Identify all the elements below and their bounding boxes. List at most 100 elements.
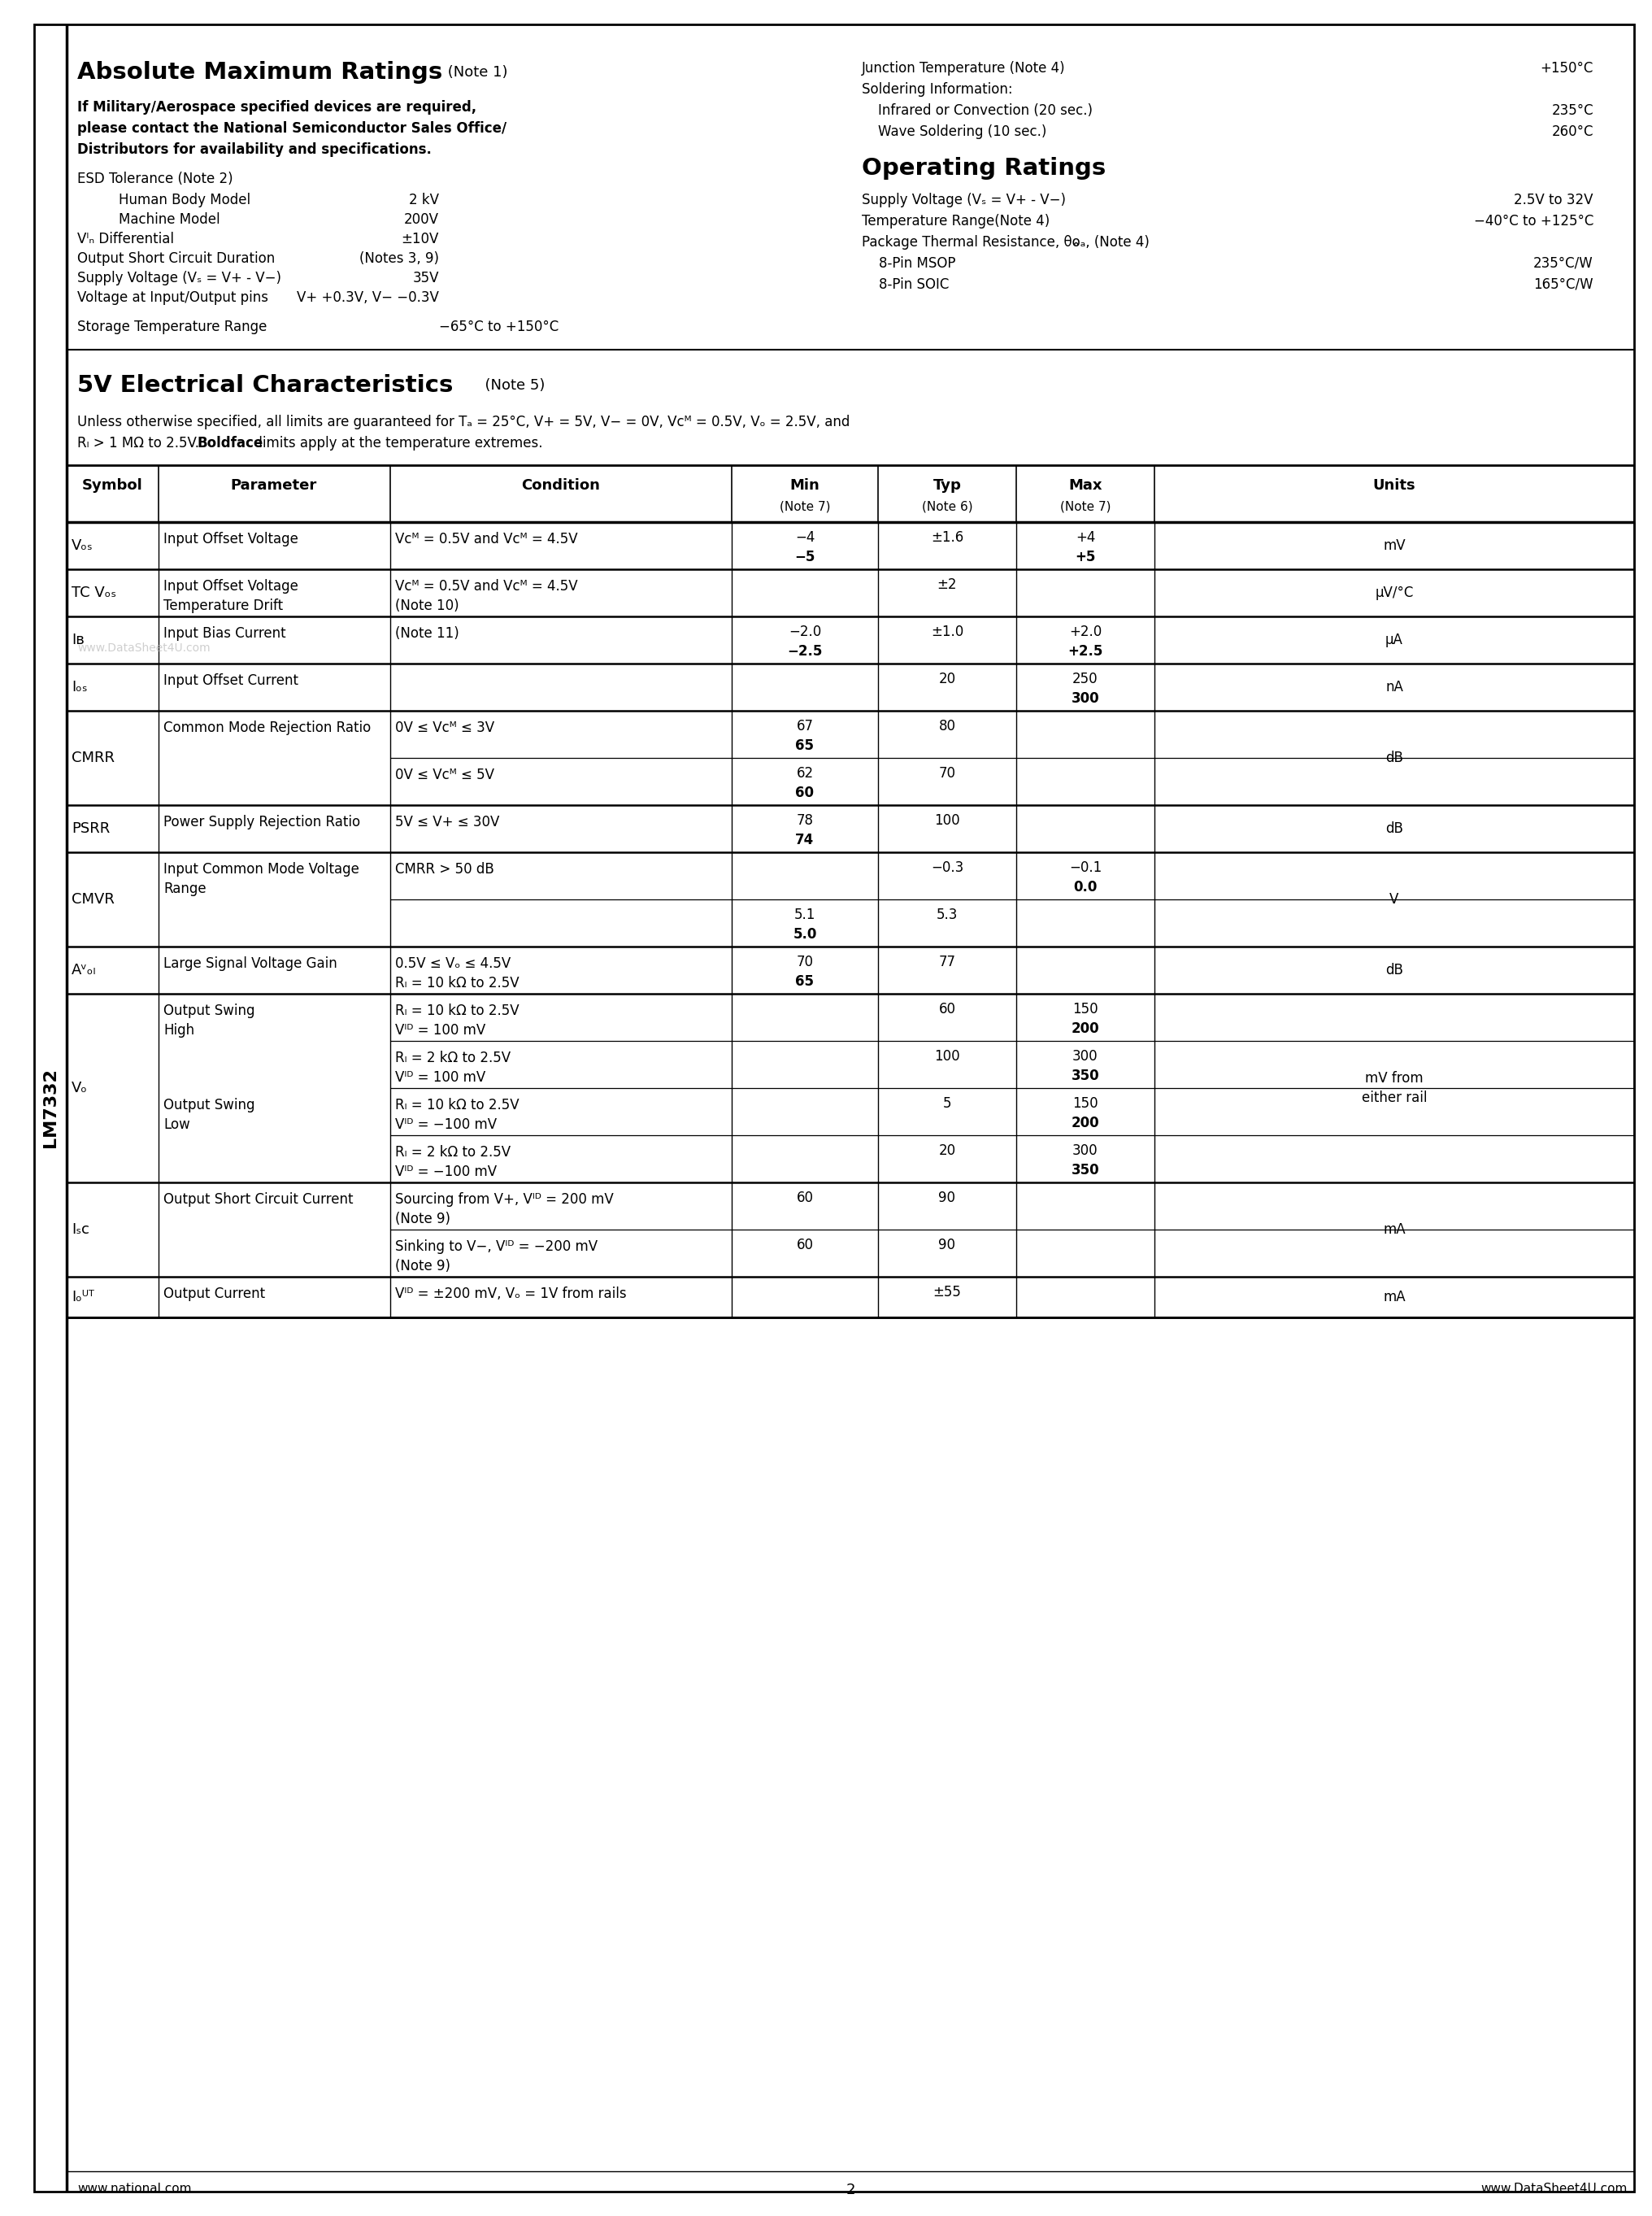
Text: Large Signal Voltage Gain: Large Signal Voltage Gain bbox=[164, 957, 337, 971]
Text: V+ +0.3V, V− −0.3V: V+ +0.3V, V− −0.3V bbox=[297, 290, 439, 306]
Text: limits apply at the temperature extremes.: limits apply at the temperature extremes… bbox=[254, 437, 542, 450]
Text: 8-Pin SOIC: 8-Pin SOIC bbox=[861, 277, 948, 293]
Text: (Note 5): (Note 5) bbox=[476, 379, 545, 392]
Text: 70: 70 bbox=[938, 767, 955, 780]
Text: CMRR > 50 dB: CMRR > 50 dB bbox=[395, 862, 494, 878]
Text: www.national.com: www.national.com bbox=[78, 2183, 192, 2194]
Text: Sourcing from V+, Vᴵᴰ = 200 mV: Sourcing from V+, Vᴵᴰ = 200 mV bbox=[395, 1192, 613, 1208]
Text: 60: 60 bbox=[938, 1002, 955, 1017]
Text: either rail: either rail bbox=[1361, 1090, 1426, 1106]
Text: PSRR: PSRR bbox=[71, 822, 111, 835]
Text: Operating Ratings: Operating Ratings bbox=[861, 157, 1105, 179]
Text: Vᴄᴹ = 0.5V and Vᴄᴹ = 4.5V: Vᴄᴹ = 0.5V and Vᴄᴹ = 4.5V bbox=[395, 532, 578, 547]
Text: If Military/Aerospace specified devices are required,: If Military/Aerospace specified devices … bbox=[78, 100, 476, 115]
Text: Vᴵᴰ = −100 mV: Vᴵᴰ = −100 mV bbox=[395, 1166, 497, 1179]
Text: 5V Electrical Characteristics: 5V Electrical Characteristics bbox=[78, 375, 453, 397]
Text: Human Body Model: Human Body Model bbox=[101, 193, 251, 208]
Text: Aᵛₒₗ: Aᵛₒₗ bbox=[71, 962, 96, 977]
Text: 165°C/W: 165°C/W bbox=[1533, 277, 1593, 293]
Text: please contact the National Semiconductor Sales Office/: please contact the National Semiconducto… bbox=[78, 122, 507, 135]
Text: +150°C: +150°C bbox=[1540, 62, 1593, 75]
Text: Power Supply Rejection Ratio: Power Supply Rejection Ratio bbox=[164, 815, 360, 829]
Text: Rₗ = 2 kΩ to 2.5V: Rₗ = 2 kΩ to 2.5V bbox=[395, 1146, 510, 1159]
Text: (Note 7): (Note 7) bbox=[780, 501, 829, 514]
Text: Output Swing: Output Swing bbox=[164, 1097, 254, 1112]
Text: Vₒ: Vₒ bbox=[71, 1081, 88, 1095]
Text: Vᴄᴹ = 0.5V and Vᴄᴹ = 4.5V: Vᴄᴹ = 0.5V and Vᴄᴹ = 4.5V bbox=[395, 578, 578, 594]
Text: mA: mA bbox=[1383, 1223, 1404, 1237]
Text: 2 kV: 2 kV bbox=[408, 193, 439, 208]
Text: (Note 9): (Note 9) bbox=[395, 1212, 451, 1225]
Text: Rₗ > 1 MΩ to 2.5V.: Rₗ > 1 MΩ to 2.5V. bbox=[78, 437, 203, 450]
Text: Output Short Circuit Current: Output Short Circuit Current bbox=[164, 1192, 354, 1208]
Text: www.DataSheet4U.com: www.DataSheet4U.com bbox=[78, 643, 210, 654]
Text: Parameter: Parameter bbox=[231, 479, 317, 492]
Text: Input Bias Current: Input Bias Current bbox=[164, 627, 286, 640]
Text: 0.0: 0.0 bbox=[1072, 880, 1097, 895]
Text: Units: Units bbox=[1373, 479, 1416, 492]
Text: Output Current: Output Current bbox=[164, 1287, 264, 1301]
Text: (Note 10): (Note 10) bbox=[395, 598, 459, 614]
Text: 300: 300 bbox=[1072, 1143, 1097, 1159]
Text: Voltage at Input/Output pins: Voltage at Input/Output pins bbox=[78, 290, 268, 306]
Text: 350: 350 bbox=[1070, 1068, 1099, 1084]
Text: (Note 6): (Note 6) bbox=[922, 501, 971, 514]
Text: 100: 100 bbox=[933, 1048, 960, 1064]
Text: 35V: 35V bbox=[413, 270, 439, 286]
Text: mV from: mV from bbox=[1365, 1070, 1422, 1086]
Text: Vᴵᴰ = −100 mV: Vᴵᴰ = −100 mV bbox=[395, 1117, 497, 1132]
Text: (Note 11): (Note 11) bbox=[395, 627, 459, 640]
Text: 260°C: 260°C bbox=[1551, 124, 1593, 140]
Text: 5.3: 5.3 bbox=[937, 909, 958, 922]
Text: 5.0: 5.0 bbox=[793, 926, 816, 942]
Text: Vᴵᴰ = ±200 mV, Vₒ = 1V from rails: Vᴵᴰ = ±200 mV, Vₒ = 1V from rails bbox=[395, 1287, 626, 1301]
Text: Absolute Maximum Ratings: Absolute Maximum Ratings bbox=[78, 62, 443, 84]
Text: Iₛᴄ: Iₛᴄ bbox=[71, 1223, 89, 1237]
Text: ESD Tolerance (Note 2): ESD Tolerance (Note 2) bbox=[78, 171, 233, 186]
Text: 350: 350 bbox=[1070, 1163, 1099, 1177]
Text: 200: 200 bbox=[1070, 1022, 1099, 1037]
Text: Common Mode Rejection Ratio: Common Mode Rejection Ratio bbox=[164, 720, 370, 736]
Text: Rₗ = 10 kΩ to 2.5V: Rₗ = 10 kΩ to 2.5V bbox=[395, 1004, 519, 1017]
Text: Input Common Mode Voltage: Input Common Mode Voltage bbox=[164, 862, 358, 878]
Text: LM7332: LM7332 bbox=[43, 1068, 58, 1148]
Text: ±1.6: ±1.6 bbox=[930, 530, 963, 545]
Text: Package Thermal Resistance, θⱺₐ, (Note 4): Package Thermal Resistance, θⱺₐ, (Note 4… bbox=[861, 235, 1148, 250]
Text: Vᴵₙ Differential: Vᴵₙ Differential bbox=[78, 233, 173, 246]
Text: nA: nA bbox=[1384, 680, 1403, 694]
Text: Storage Temperature Range: Storage Temperature Range bbox=[78, 319, 268, 335]
Text: ±1.0: ±1.0 bbox=[930, 625, 963, 638]
Text: dB: dB bbox=[1384, 751, 1403, 765]
Text: Vᴵᴰ = 100 mV: Vᴵᴰ = 100 mV bbox=[395, 1024, 486, 1037]
Text: High: High bbox=[164, 1024, 195, 1037]
Text: 0V ≤ Vᴄᴹ ≤ 5V: 0V ≤ Vᴄᴹ ≤ 5V bbox=[395, 767, 494, 782]
Text: ±10V: ±10V bbox=[401, 233, 439, 246]
Text: Output Swing: Output Swing bbox=[164, 1004, 254, 1017]
Text: (Notes 3, 9): (Notes 3, 9) bbox=[358, 250, 439, 266]
Text: μA: μA bbox=[1384, 634, 1403, 647]
Text: Wave Soldering (10 sec.): Wave Soldering (10 sec.) bbox=[877, 124, 1046, 140]
Text: −2.5: −2.5 bbox=[786, 645, 823, 658]
Text: −2.0: −2.0 bbox=[788, 625, 821, 638]
Text: Max: Max bbox=[1067, 479, 1102, 492]
Text: +5: +5 bbox=[1074, 550, 1095, 565]
Text: 2.5V to 32V: 2.5V to 32V bbox=[1513, 193, 1593, 208]
Text: Rₗ = 10 kΩ to 2.5V: Rₗ = 10 kΩ to 2.5V bbox=[395, 1097, 519, 1112]
Text: 78: 78 bbox=[796, 813, 813, 829]
Text: Min: Min bbox=[790, 479, 819, 492]
Text: Unless otherwise specified, all limits are guaranteed for Tₐ = 25°C, V+ = 5V, V−: Unless otherwise specified, all limits a… bbox=[78, 414, 849, 430]
Text: Condition: Condition bbox=[522, 479, 600, 492]
Text: 60: 60 bbox=[796, 1190, 813, 1206]
Text: +2.0: +2.0 bbox=[1069, 625, 1102, 638]
Text: 150: 150 bbox=[1072, 1097, 1097, 1110]
Text: Output Short Circuit Duration: Output Short Circuit Duration bbox=[78, 250, 274, 266]
Text: Boldface: Boldface bbox=[198, 437, 263, 450]
Text: Vᴵᴰ = 100 mV: Vᴵᴰ = 100 mV bbox=[395, 1070, 486, 1086]
Text: V: V bbox=[1389, 893, 1398, 906]
Text: 300: 300 bbox=[1072, 1048, 1097, 1064]
Text: 300: 300 bbox=[1070, 691, 1099, 707]
Text: Iₒₛ: Iₒₛ bbox=[71, 680, 88, 694]
Text: 0V ≤ Vᴄᴹ ≤ 3V: 0V ≤ Vᴄᴹ ≤ 3V bbox=[395, 720, 494, 736]
Text: TC Vₒₛ: TC Vₒₛ bbox=[71, 585, 116, 601]
Text: CMRR: CMRR bbox=[71, 751, 114, 765]
